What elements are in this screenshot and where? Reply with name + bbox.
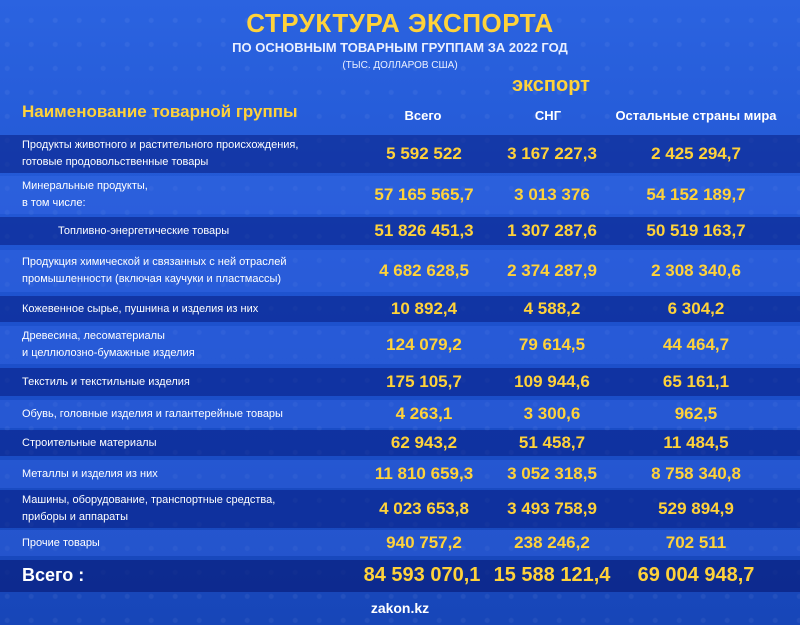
table-row: Продукты животного и растительного проис… xyxy=(0,135,800,173)
table-row: Минеральные продукты, в том числе: 57 16… xyxy=(0,176,800,214)
row-name: Продукция химической и связанных с ней о… xyxy=(22,256,287,285)
column-header-name: Наименование товарной группы xyxy=(22,102,298,121)
row-cis: 2 374 287,9 xyxy=(507,261,597,280)
row-rest: 2 308 340,6 xyxy=(651,261,741,280)
row-cis: 109 944,6 xyxy=(514,372,590,391)
row-name: Машины, оборудование, транспортные средс… xyxy=(22,494,276,523)
row-total: 11 810 659,3 xyxy=(374,464,474,483)
row-rest: 962,5 xyxy=(674,404,718,423)
row-total: 4 263,1 xyxy=(395,404,453,423)
table-row: Машины, оборудование, транспортные средс… xyxy=(0,490,800,528)
row-name: Текстиль и текстильные изделия xyxy=(22,375,190,388)
row-rest: 2 425 294,7 xyxy=(651,144,741,163)
row-total: 10 892,4 xyxy=(390,299,458,318)
row-total: 4 682 628,5 xyxy=(379,261,469,280)
column-header-rest: Остальные страны мира xyxy=(615,108,777,123)
row-total: 175 105,7 xyxy=(386,372,462,391)
column-header-cis: СНГ xyxy=(534,108,562,123)
table-row: Кожевенное сырье, пушнина и изделия из н… xyxy=(0,296,800,322)
row-name: Продукты животного и растительного проис… xyxy=(22,139,299,168)
row-name: Металлы и изделия из них xyxy=(22,467,158,480)
row-total: 940 757,2 xyxy=(386,533,462,552)
row-rest: 8 758 340,8 xyxy=(651,464,741,483)
row-cis: 3 167 227,3 xyxy=(507,144,597,163)
totals-cis: 15 588 121,4 xyxy=(493,564,611,586)
row-total: 57 165 565,7 xyxy=(374,185,474,204)
row-rest: 44 464,7 xyxy=(662,335,730,354)
row-name: Минеральные продукты, в том числе: xyxy=(22,180,148,209)
row-name: Топливно-энергетические товары xyxy=(58,224,230,237)
row-rest: 65 161,1 xyxy=(662,372,730,391)
totals-label: Всего : xyxy=(22,565,85,585)
row-cis: 3 300,6 xyxy=(523,404,581,423)
row-cis: 3 493 758,9 xyxy=(507,499,597,518)
row-name: Строительные материалы xyxy=(22,436,157,449)
row-name: Кожевенное сырье, пушнина и изделия из н… xyxy=(22,302,259,315)
row-total: 124 079,2 xyxy=(386,335,462,354)
page-title: СТРУКТУРА ЭКСПОРТА xyxy=(246,8,554,38)
table-row: Строительные материалы 62 943,2 51 458,7… xyxy=(0,430,800,456)
row-rest: 50 519 163,7 xyxy=(646,221,746,240)
row-total: 4 023 653,8 xyxy=(379,499,469,518)
table-row: Древесина, лесоматериалы и целлюлозно-бу… xyxy=(0,326,800,364)
row-total: 5 592 522 xyxy=(386,144,462,163)
row-cis: 4 588,2 xyxy=(523,299,581,318)
row-rest: 702 511 xyxy=(665,533,727,552)
row-rest: 11 484,5 xyxy=(663,433,729,452)
row-name: Древесина, лесоматериалы и целлюлозно-бу… xyxy=(22,330,195,359)
table-row: Прочие товары 940 757,2 238 246,2 702 51… xyxy=(0,530,800,556)
row-rest: 529 894,9 xyxy=(658,499,734,518)
row-cis: 1 307 287,6 xyxy=(507,221,597,240)
row-total: 51 826 451,3 xyxy=(374,221,474,240)
row-rest: 6 304,2 xyxy=(667,299,725,318)
row-name: Обувь, головные изделия и галантерейные … xyxy=(22,407,283,420)
row-cis: 51 458,7 xyxy=(518,433,586,452)
table-row: Текстиль и текстильные изделия 175 105,7… xyxy=(0,368,800,396)
column-header-total: Всего xyxy=(404,108,442,123)
row-cis: 79 614,5 xyxy=(518,335,586,354)
totals-rest: 69 004 948,7 xyxy=(637,564,755,586)
table-row: Обувь, головные изделия и галантерейные … xyxy=(0,400,800,428)
row-cis: 3 052 318,5 xyxy=(507,464,597,483)
page-subtitle: ПО ОСНОВНЫМ ТОВАРНЫМ ГРУППАМ ЗА 2022 ГОД xyxy=(232,40,568,55)
units-note: (ТЫС. ДОЛЛАРОВ США) xyxy=(342,60,458,71)
totals-row: Всего : 84 593 070,1 15 588 121,4 69 004… xyxy=(0,560,800,592)
source-credit: zakon.kz xyxy=(370,600,430,616)
row-rest: 54 152 189,7 xyxy=(646,185,746,204)
table-row: Продукция химической и связанных с ней о… xyxy=(0,250,800,292)
table-row: Топливно-энергетические товары 51 826 45… xyxy=(0,217,800,245)
export-group-header: экспорт xyxy=(512,74,590,96)
row-total: 62 943,2 xyxy=(390,433,458,452)
row-cis: 3 013 376 xyxy=(514,185,590,204)
totals-total: 84 593 070,1 xyxy=(363,564,481,586)
row-cis: 238 246,2 xyxy=(514,533,590,552)
row-name: Прочие товары xyxy=(22,536,100,549)
table-row: Металлы и изделия из них 11 810 659,3 3 … xyxy=(0,460,800,488)
